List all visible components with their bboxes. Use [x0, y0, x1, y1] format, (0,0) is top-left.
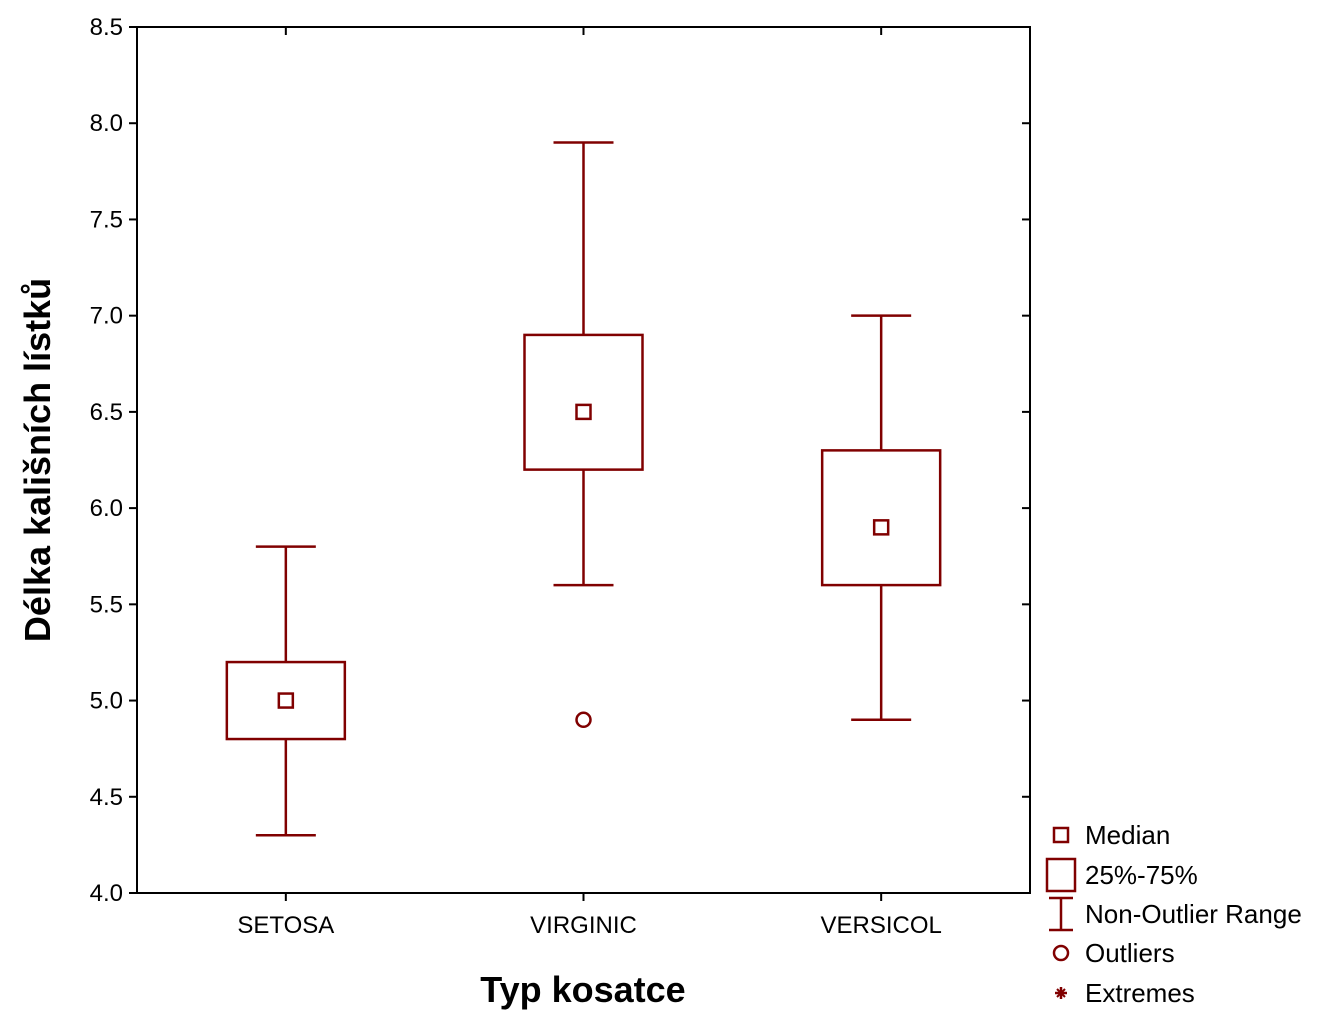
legend-label: 25%-75%	[1085, 860, 1198, 890]
y-axis-ticks: 4.0 4.5 5.0 5.5 6.0 6.5 7.0 7.5 8.0 8.5	[90, 14, 1030, 907]
legend-outlier-symbol	[1052, 944, 1070, 962]
legend-item-range: Non-Outlier Range	[1049, 896, 1302, 932]
legend: Median 25%-75% Non-Outlier Range Outliers Ex…	[1045, 820, 1302, 1008]
box-setosa	[225, 545, 347, 837]
legend-item-extreme: Extremes	[1055, 978, 1195, 1008]
median-marker	[575, 403, 592, 421]
y-tick-label: 5.5	[90, 591, 123, 618]
legend-median-symbol	[1052, 826, 1070, 844]
legend-label: Extremes	[1085, 978, 1195, 1008]
x-axis-title: Typ kosatce	[480, 969, 685, 1010]
iqr-box	[820, 449, 942, 587]
y-axis-title: Délka kališních lístků	[17, 278, 58, 642]
y-tick-label: 4.5	[90, 784, 123, 811]
legend-box-symbol	[1045, 857, 1077, 893]
x-tick-label: VIRGINIC	[530, 912, 637, 939]
legend-label: Outliers	[1085, 938, 1175, 968]
legend-item-median: Median	[1052, 820, 1170, 850]
y-tick-label: 8.5	[90, 14, 123, 41]
y-tick-label: 8.0	[90, 110, 123, 137]
y-tick-label: 6.5	[90, 399, 123, 426]
legend-item-box: 25%-75%	[1045, 857, 1198, 893]
legend-item-outlier: Outliers	[1052, 938, 1175, 968]
y-tick-label: 6.0	[90, 495, 123, 522]
iqr-box	[523, 333, 644, 471]
median-marker	[277, 692, 295, 709]
x-tick-label: SETOSA	[237, 912, 334, 939]
iqr-box	[225, 660, 347, 741]
y-tick-label: 7.0	[90, 303, 123, 330]
y-tick-label: 4.0	[90, 880, 123, 907]
legend-label: Non-Outlier Range	[1085, 899, 1302, 929]
box-virginic	[523, 141, 644, 729]
box-versicol	[820, 314, 942, 722]
legend-extreme-d2	[1056, 988, 1066, 998]
x-axis-ticks: SETOSA VIRGINIC VERSICOL	[237, 27, 942, 939]
y-tick-label: 5.0	[90, 688, 123, 715]
median-marker	[872, 519, 890, 536]
box-series	[225, 141, 942, 837]
x-tick-label: VERSICOL	[820, 912, 941, 939]
legend-label: Median	[1085, 820, 1170, 850]
y-tick-label: 7.5	[90, 206, 123, 233]
outlier-point	[575, 711, 592, 729]
